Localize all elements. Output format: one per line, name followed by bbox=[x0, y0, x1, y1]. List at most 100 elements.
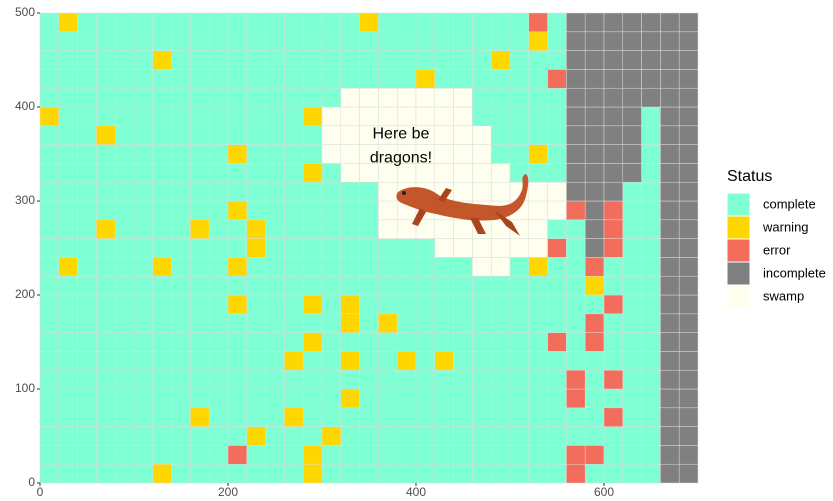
tile bbox=[321, 125, 342, 145]
tile bbox=[547, 12, 567, 33]
tile bbox=[528, 275, 548, 296]
tile bbox=[509, 275, 530, 296]
tile bbox=[39, 144, 60, 164]
tile bbox=[246, 50, 266, 70]
tile bbox=[227, 31, 248, 51]
tile bbox=[415, 407, 436, 427]
tile bbox=[472, 12, 492, 33]
tile bbox=[171, 257, 191, 277]
tile bbox=[114, 69, 135, 89]
tile bbox=[547, 144, 567, 164]
tile bbox=[284, 69, 304, 89]
tile bbox=[302, 181, 323, 202]
tile bbox=[96, 369, 116, 390]
tile bbox=[547, 200, 567, 221]
tile bbox=[415, 351, 436, 371]
tile bbox=[678, 445, 699, 465]
tile bbox=[584, 257, 605, 277]
tile bbox=[566, 257, 586, 277]
tile bbox=[528, 332, 548, 352]
tile bbox=[190, 125, 210, 145]
tile bbox=[246, 69, 266, 89]
tile bbox=[396, 407, 417, 427]
tile bbox=[509, 144, 530, 164]
tile bbox=[284, 313, 304, 333]
tile bbox=[584, 87, 605, 108]
tile bbox=[584, 332, 605, 352]
tile bbox=[528, 87, 548, 108]
tile bbox=[152, 69, 172, 89]
tile bbox=[171, 407, 191, 427]
tile bbox=[472, 294, 492, 315]
tile bbox=[528, 388, 548, 409]
tile bbox=[152, 388, 172, 409]
tile bbox=[265, 351, 285, 371]
tile bbox=[284, 87, 304, 108]
tile bbox=[227, 12, 248, 33]
tile bbox=[321, 163, 342, 183]
tile bbox=[603, 463, 624, 484]
tile bbox=[528, 181, 548, 202]
tile bbox=[190, 200, 210, 221]
tile bbox=[321, 144, 342, 164]
tile bbox=[190, 294, 210, 315]
tile bbox=[453, 426, 473, 446]
tile bbox=[39, 219, 60, 239]
tile bbox=[171, 200, 191, 221]
tile bbox=[584, 106, 605, 127]
tile bbox=[302, 87, 323, 108]
tile bbox=[77, 125, 97, 145]
tile bbox=[284, 238, 304, 258]
tile bbox=[58, 12, 78, 33]
tile bbox=[603, 351, 624, 371]
tile bbox=[528, 50, 548, 70]
tile bbox=[528, 426, 548, 446]
tile bbox=[190, 163, 210, 183]
tile bbox=[678, 125, 699, 145]
x-tick-label: 0 bbox=[37, 485, 44, 499]
tile bbox=[208, 144, 229, 164]
tile bbox=[340, 313, 360, 333]
tile bbox=[622, 181, 642, 202]
tile bbox=[641, 426, 661, 446]
tile bbox=[190, 181, 210, 202]
tile bbox=[678, 332, 699, 352]
tile bbox=[171, 313, 191, 333]
tile bbox=[284, 351, 304, 371]
tile bbox=[678, 200, 699, 221]
tile bbox=[246, 445, 266, 465]
tile bbox=[528, 463, 548, 484]
tile bbox=[284, 144, 304, 164]
tile bbox=[547, 275, 567, 296]
tile bbox=[190, 31, 210, 51]
tile bbox=[472, 50, 492, 70]
tile bbox=[321, 351, 342, 371]
tile bbox=[453, 463, 473, 484]
tile bbox=[434, 294, 454, 315]
tile bbox=[227, 407, 248, 427]
tile bbox=[660, 200, 680, 221]
tile bbox=[321, 426, 342, 446]
tile bbox=[396, 238, 417, 258]
tile bbox=[678, 31, 699, 51]
tile bbox=[152, 463, 172, 484]
tile bbox=[566, 144, 586, 164]
tile bbox=[265, 31, 285, 51]
tile bbox=[208, 125, 229, 145]
tile bbox=[472, 257, 492, 277]
tile bbox=[114, 106, 135, 127]
tile bbox=[190, 257, 210, 277]
tile bbox=[246, 332, 266, 352]
tile bbox=[622, 69, 642, 89]
tile bbox=[208, 313, 229, 333]
tile bbox=[547, 407, 567, 427]
tile bbox=[490, 275, 511, 296]
tile bbox=[208, 351, 229, 371]
tile bbox=[152, 12, 172, 33]
tile bbox=[490, 332, 511, 352]
tile bbox=[114, 332, 135, 352]
tile bbox=[227, 200, 248, 221]
tile bbox=[660, 313, 680, 333]
tile bbox=[340, 426, 360, 446]
tile bbox=[96, 257, 116, 277]
